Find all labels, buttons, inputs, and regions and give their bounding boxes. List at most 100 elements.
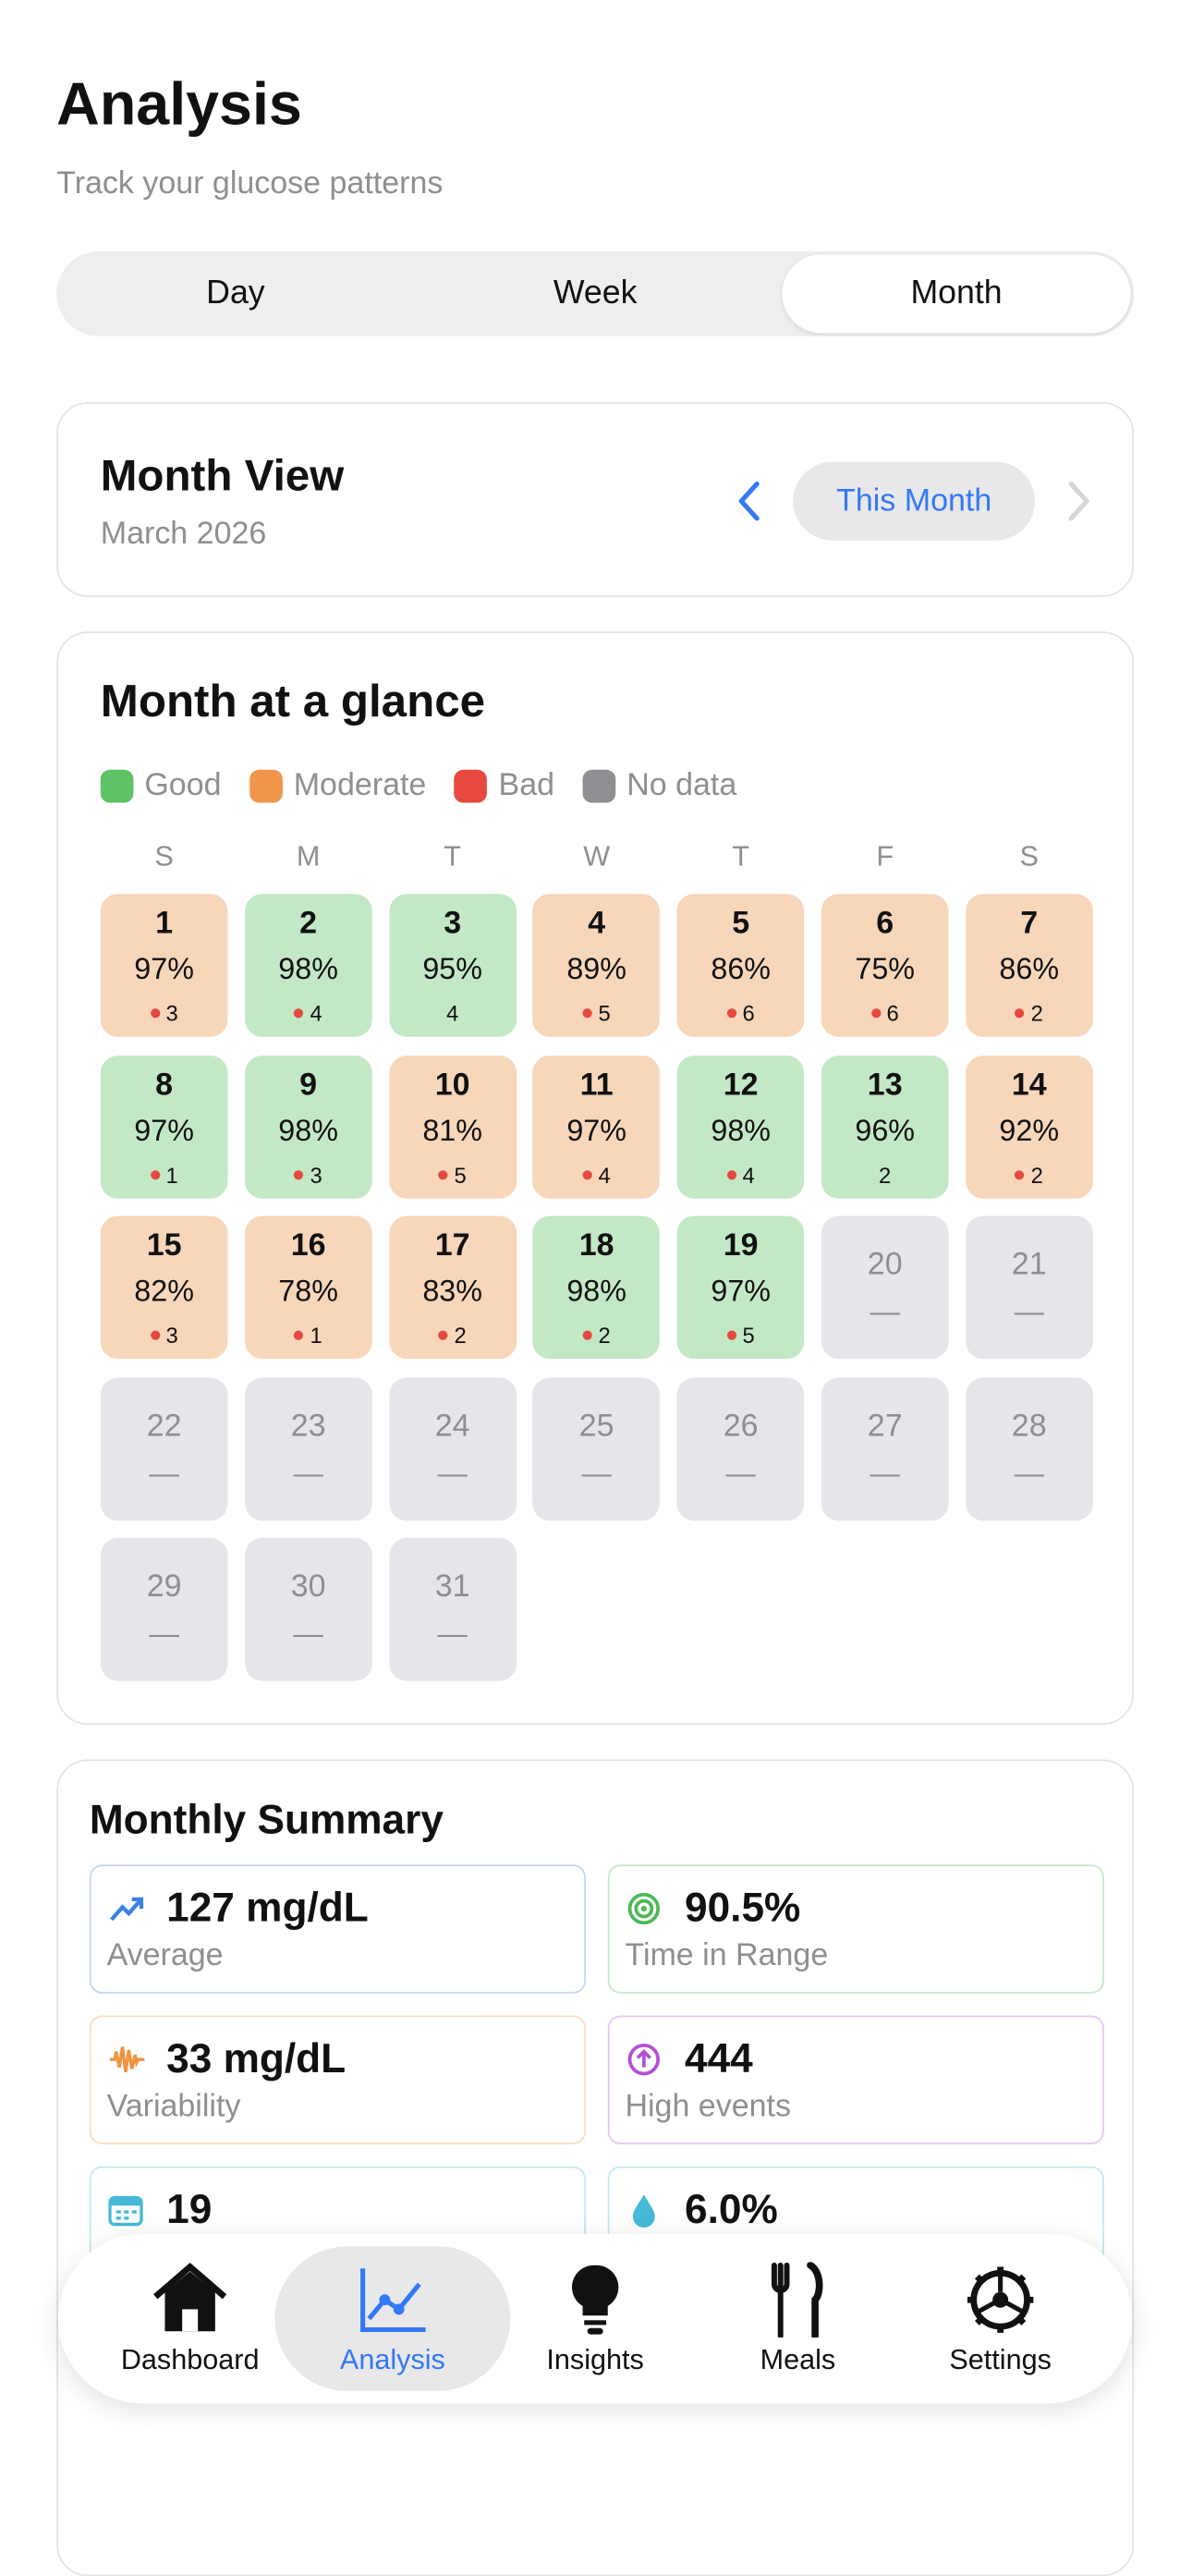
day-cell[interactable]: 25 — [532, 1376, 661, 1520]
day-cell[interactable]: 2 98% 4 [244, 894, 372, 1037]
day-events: 5 [533, 1001, 661, 1026]
this-month-button[interactable]: This Month [793, 461, 1036, 541]
legend-label: Good [144, 767, 222, 802]
day-number: 19 [723, 1228, 759, 1264]
day-cell[interactable]: 1 97% 3 [100, 894, 228, 1037]
day-cell[interactable]: 28 — [965, 1376, 1093, 1520]
day-percent: — [293, 1618, 323, 1652]
day-cell[interactable]: 18 98% 2 [532, 1215, 661, 1360]
tab-icon [153, 2263, 227, 2332]
day-percent: 98% [278, 953, 338, 987]
day-percent: — [437, 1457, 468, 1491]
day-events: 3 [245, 1162, 372, 1187]
day-cell[interactable]: 19 97% 5 [676, 1215, 805, 1360]
tab-label: Dashboard [120, 2343, 260, 2375]
event-dot [582, 1169, 592, 1179]
stat-value: 33 mg/dL [166, 2033, 347, 2082]
legend-item: Moderate [249, 765, 426, 806]
day-number: 6 [876, 906, 894, 942]
day-number: 2 [299, 906, 318, 942]
day-percent: — [293, 1457, 323, 1491]
stat-icon [110, 1897, 144, 1922]
day-cell[interactable]: 3 95% 4 [388, 894, 517, 1037]
day-cell[interactable]: 13 96% 2 [821, 1055, 949, 1198]
event-dot [294, 1008, 304, 1019]
day-cell[interactable]: 12 98% 4 [676, 1055, 805, 1198]
day-cell[interactable]: 17 83% 2 [388, 1215, 517, 1360]
day-number: 14 [1011, 1067, 1047, 1103]
tab-item[interactable]: Insights [478, 2246, 713, 2390]
day-number: 31 [434, 1569, 470, 1605]
day-events: 4 [533, 1162, 661, 1187]
tab-icon [771, 2262, 823, 2338]
tab-icon [360, 2268, 426, 2333]
stat-value: 127 mg/dL [166, 1883, 369, 1931]
stat-value: 444 [685, 2033, 753, 2082]
day-cell[interactable]: 6 75% 6 [821, 894, 949, 1037]
event-count: 3 [165, 1323, 178, 1349]
event-dot [582, 1330, 592, 1340]
day-cell[interactable]: 29 — [100, 1537, 228, 1681]
tab-item[interactable]: Meals [680, 2246, 916, 2390]
day-cell[interactable]: 21 — [965, 1215, 1093, 1360]
day-number: 22 [146, 1408, 182, 1444]
event-count: 6 [742, 1000, 755, 1026]
tab[interactable]: Month [782, 254, 1131, 334]
event-dot [726, 1008, 736, 1019]
legend-item: Good [100, 765, 222, 806]
legend-label: No data [626, 767, 737, 802]
day-cell[interactable]: 16 78% 1 [244, 1215, 372, 1360]
day-cell[interactable]: 14 92% 2 [965, 1055, 1093, 1198]
event-dot [1015, 1008, 1025, 1019]
day-cell[interactable]: 20 — [821, 1215, 949, 1360]
prev-button[interactable] [734, 479, 765, 523]
event-count: 5 [742, 1323, 755, 1349]
day-events: 3 [101, 1001, 228, 1026]
tab-item[interactable]: Analysis [274, 2246, 511, 2391]
day-percent: — [1014, 1296, 1044, 1329]
tab[interactable]: Day [206, 275, 265, 311]
event-dot [438, 1169, 448, 1179]
day-cell[interactable]: 8 97% 1 [100, 1055, 228, 1198]
day-cell[interactable]: 26 — [676, 1376, 805, 1520]
weekday-label: T [444, 840, 461, 873]
stat-label: Variability [106, 2089, 241, 2124]
day-events: 2 [966, 1001, 1093, 1026]
stat-icon [627, 2044, 661, 2076]
day-cell[interactable]: 7 86% 2 [965, 894, 1093, 1037]
day-cell[interactable]: 11 97% 4 [532, 1055, 661, 1198]
legend-item: No data [582, 765, 737, 806]
event-count: 1 [310, 1323, 322, 1349]
stat-label: High events [625, 2089, 791, 2124]
weekday-label: M [296, 840, 321, 873]
day-percent: 78% [278, 1276, 338, 1309]
next-button[interactable] [1064, 479, 1095, 523]
day-cell[interactable]: 31 — [388, 1537, 517, 1681]
day-cell[interactable]: 4 89% 5 [532, 894, 661, 1037]
tab-item[interactable]: Settings [882, 2246, 1118, 2390]
day-percent: 89% [566, 953, 626, 987]
day-percent: 98% [711, 1114, 771, 1148]
day-percent: 98% [566, 1276, 626, 1309]
event-count: 4 [446, 1000, 459, 1026]
event-dot [726, 1330, 736, 1340]
day-cell[interactable]: 30 — [244, 1537, 372, 1681]
day-number: 1 [155, 906, 174, 942]
tab-item[interactable]: Dashboard [72, 2246, 308, 2390]
day-cell[interactable]: 10 81% 5 [388, 1055, 517, 1198]
legend-swatch [454, 768, 488, 802]
day-percent: 83% [422, 1276, 482, 1309]
stat-tile: 33 mg/dL Variability [89, 2015, 586, 2144]
day-number: 18 [578, 1228, 614, 1264]
tab[interactable]: Week [553, 275, 638, 311]
day-cell[interactable]: 24 — [388, 1376, 517, 1520]
day-cell[interactable]: 27 — [821, 1376, 949, 1520]
weekday-label: T [732, 840, 750, 873]
day-cell[interactable]: 15 82% 3 [100, 1215, 228, 1360]
event-dot [1015, 1169, 1025, 1179]
day-cell[interactable]: 5 86% 6 [676, 894, 805, 1037]
stat-value: 6.0% [685, 2185, 778, 2233]
day-cell[interactable]: 23 — [244, 1376, 372, 1520]
day-cell[interactable]: 9 98% 3 [244, 1055, 372, 1198]
day-cell[interactable]: 22 — [100, 1376, 228, 1520]
